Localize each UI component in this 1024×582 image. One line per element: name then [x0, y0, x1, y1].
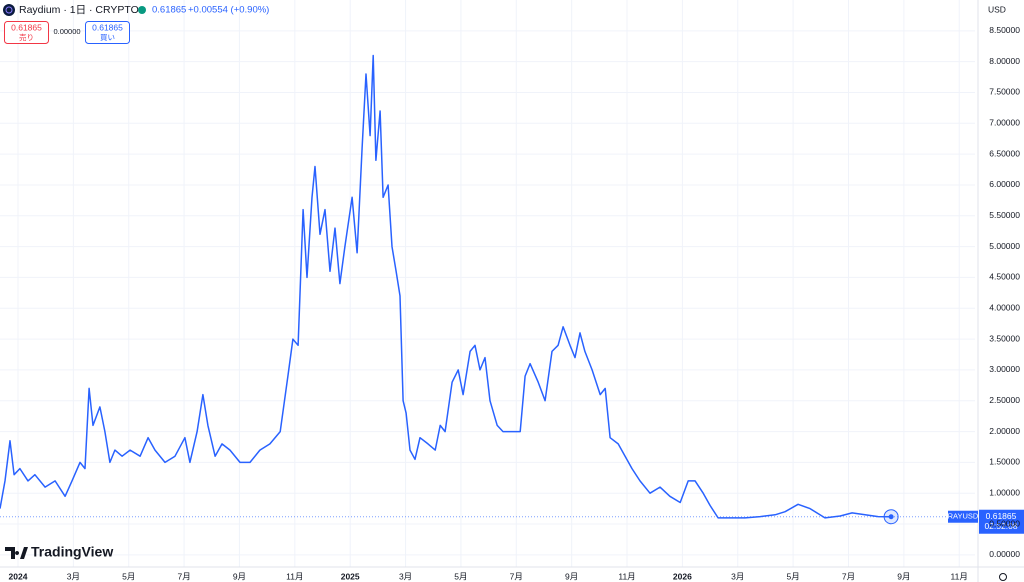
sell-price: 0.61865: [11, 22, 42, 32]
y-tick-label: 3.00000: [989, 364, 1020, 374]
symbol-icon: [5, 6, 13, 14]
sell-label: 売り: [19, 32, 34, 42]
symbol-title: Raydium · 1日 · CRYPTO: [19, 4, 139, 16]
x-tick-label: 11月: [286, 571, 303, 581]
x-tick-label: 9月: [565, 571, 578, 581]
y-tick-label: 7.00000: [989, 118, 1020, 128]
buy-price: 0.61865: [92, 22, 123, 32]
y-tick-label: 4.00000: [989, 303, 1020, 313]
x-tick-label: 9月: [897, 571, 910, 581]
y-tick-label: 5.50000: [989, 210, 1020, 220]
last-point: [888, 514, 894, 520]
y-tick-label: 0.00000: [989, 549, 1020, 559]
y-tick-label: 4.50000: [989, 272, 1020, 282]
x-tick-label: 7月: [842, 571, 855, 581]
sell-button[interactable]: [4, 21, 49, 44]
x-tick-label: 5月: [454, 571, 467, 581]
brand-logo: [5, 547, 28, 559]
price-tag: [979, 509, 1024, 534]
x-tick-label: 3月: [731, 571, 744, 581]
y-tick-label: 8.50000: [989, 25, 1020, 35]
y-tick-label: 6.00000: [989, 179, 1020, 189]
y-tick-label: 5.00000: [989, 241, 1020, 251]
last-price: 0.61865: [152, 5, 186, 16]
y-tick-label: 1.00000: [989, 487, 1020, 497]
x-tick-label: 11月: [618, 571, 635, 581]
x-tick-label: 11月: [951, 571, 968, 581]
y-tick-label: 2.50000: [989, 395, 1020, 405]
brand-name: TradingView: [31, 544, 113, 560]
y-tick-label: 7.50000: [989, 87, 1020, 97]
x-tick-label: 7月: [510, 571, 523, 581]
status-dot: [138, 6, 146, 14]
ticker-label: RAYUSD: [948, 512, 979, 521]
ticker-tag: [948, 510, 978, 523]
y-tick-label: 0.50000: [989, 518, 1020, 528]
y-tick-label: 2.00000: [989, 426, 1020, 436]
x-tick-label: 3月: [399, 571, 412, 581]
y-tick-label: 6.50000: [989, 148, 1020, 158]
x-tick-label: 2024: [9, 571, 28, 581]
y-tick-label: 3.50000: [989, 333, 1020, 343]
x-tick-label: 7月: [177, 571, 190, 581]
x-tick-label: 2026: [673, 571, 692, 581]
x-tick-label: 3月: [67, 571, 80, 581]
price-change: +0.00554 (+0.90%): [188, 5, 269, 16]
x-tick-label: 9月: [233, 571, 246, 581]
y-tick-label: 1.50000: [989, 457, 1020, 467]
settings-icon[interactable]: [999, 573, 1007, 581]
price-tag-value: 0.61865: [986, 511, 1017, 521]
buy-button[interactable]: [85, 21, 130, 44]
price-tag-countdown: 02:52:08: [984, 521, 1017, 531]
buy-label: 買い: [100, 33, 115, 42]
x-tick-label: 5月: [787, 571, 800, 581]
x-tick-label: 5月: [122, 571, 135, 581]
x-tick-label: 2025: [341, 571, 360, 581]
symbol-icon: [3, 4, 15, 16]
spread: 0.00000: [53, 27, 80, 36]
currency[interactable]: USD: [988, 4, 1006, 14]
price-line: [0, 54, 892, 519]
y-tick-label: 8.00000: [989, 56, 1020, 66]
